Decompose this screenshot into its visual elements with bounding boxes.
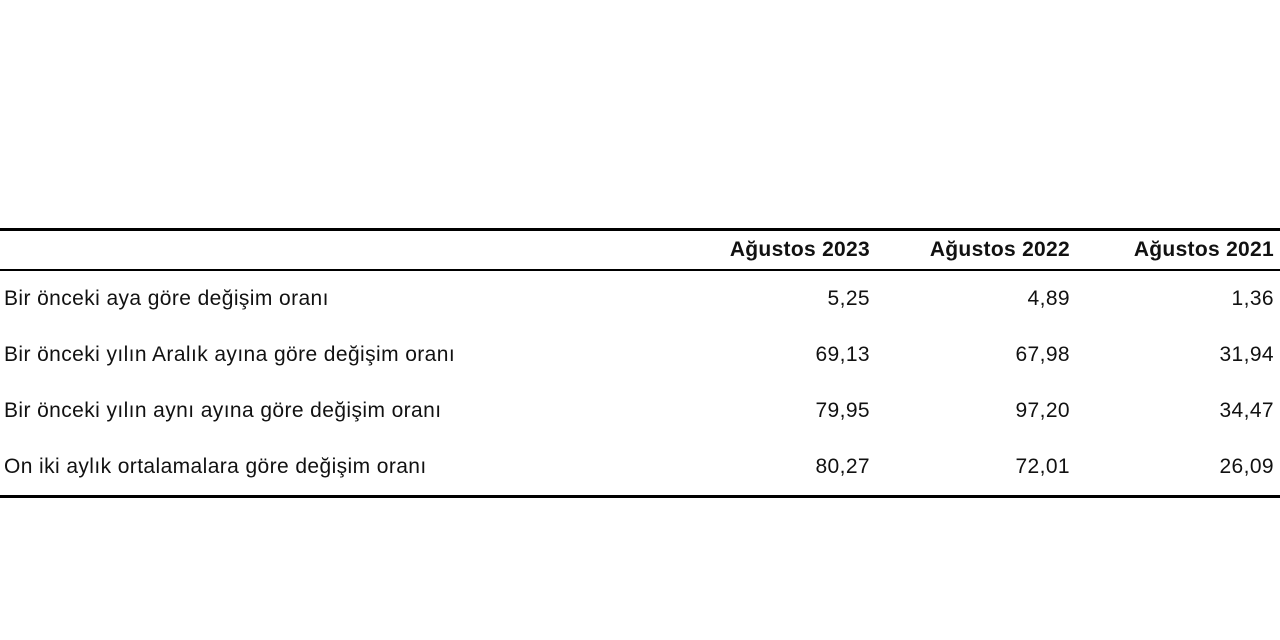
value-cell: 31,94 [1219, 343, 1274, 366]
column-header-aug-2021: Ağustos 2021 [1133, 238, 1274, 261]
table-row: Bir önceki yılın Aralık ayına göre değiş… [0, 327, 1280, 383]
table-row: Bir önceki aya göre değişim oranı 5,25 4… [0, 270, 1280, 327]
change-rates-table: Ağustos 2023 Ağustos 2022 Ağustos 2021 B… [0, 228, 1280, 498]
value-cell: 97,20 [1015, 399, 1070, 422]
row-label: Bir önceki yılın aynı ayına göre değişim… [4, 399, 442, 422]
table-header: Ağustos 2023 Ağustos 2022 Ağustos 2021 [0, 229, 1280, 271]
table-row: On iki aylık ortalamalara göre değişim o… [0, 439, 1280, 497]
header-label-cell [0, 230, 676, 271]
value-cell: 80,27 [815, 455, 870, 478]
row-label: On iki aylık ortalamalara göre değişim o… [4, 455, 427, 478]
header-row: Ağustos 2023 Ağustos 2022 Ağustos 2021 [0, 229, 1280, 271]
column-header-aug-2022: Ağustos 2022 [929, 238, 1070, 261]
value-cell: 34,47 [1219, 399, 1274, 422]
value-cell: 69,13 [815, 343, 870, 366]
value-cell: 72,01 [1015, 455, 1070, 478]
value-cell: 79,95 [815, 399, 870, 422]
value-cell: 4,89 [1027, 287, 1070, 310]
value-cell: 1,36 [1231, 287, 1274, 310]
table-row: Bir önceki yılın aynı ayına göre değişim… [0, 383, 1280, 439]
column-header-aug-2023: Ağustos 2023 [729, 238, 870, 261]
row-label: Bir önceki aya göre değişim oranı [4, 287, 329, 310]
value-cell: 26,09 [1219, 455, 1274, 478]
change-rates-table-container: Ağustos 2023 Ağustos 2022 Ağustos 2021 B… [0, 228, 1280, 498]
table-body: Bir önceki aya göre değişim oranı 5,25 4… [0, 270, 1280, 497]
value-cell: 67,98 [1015, 343, 1070, 366]
row-label: Bir önceki yılın Aralık ayına göre değiş… [4, 343, 456, 366]
value-cell: 5,25 [827, 287, 870, 310]
